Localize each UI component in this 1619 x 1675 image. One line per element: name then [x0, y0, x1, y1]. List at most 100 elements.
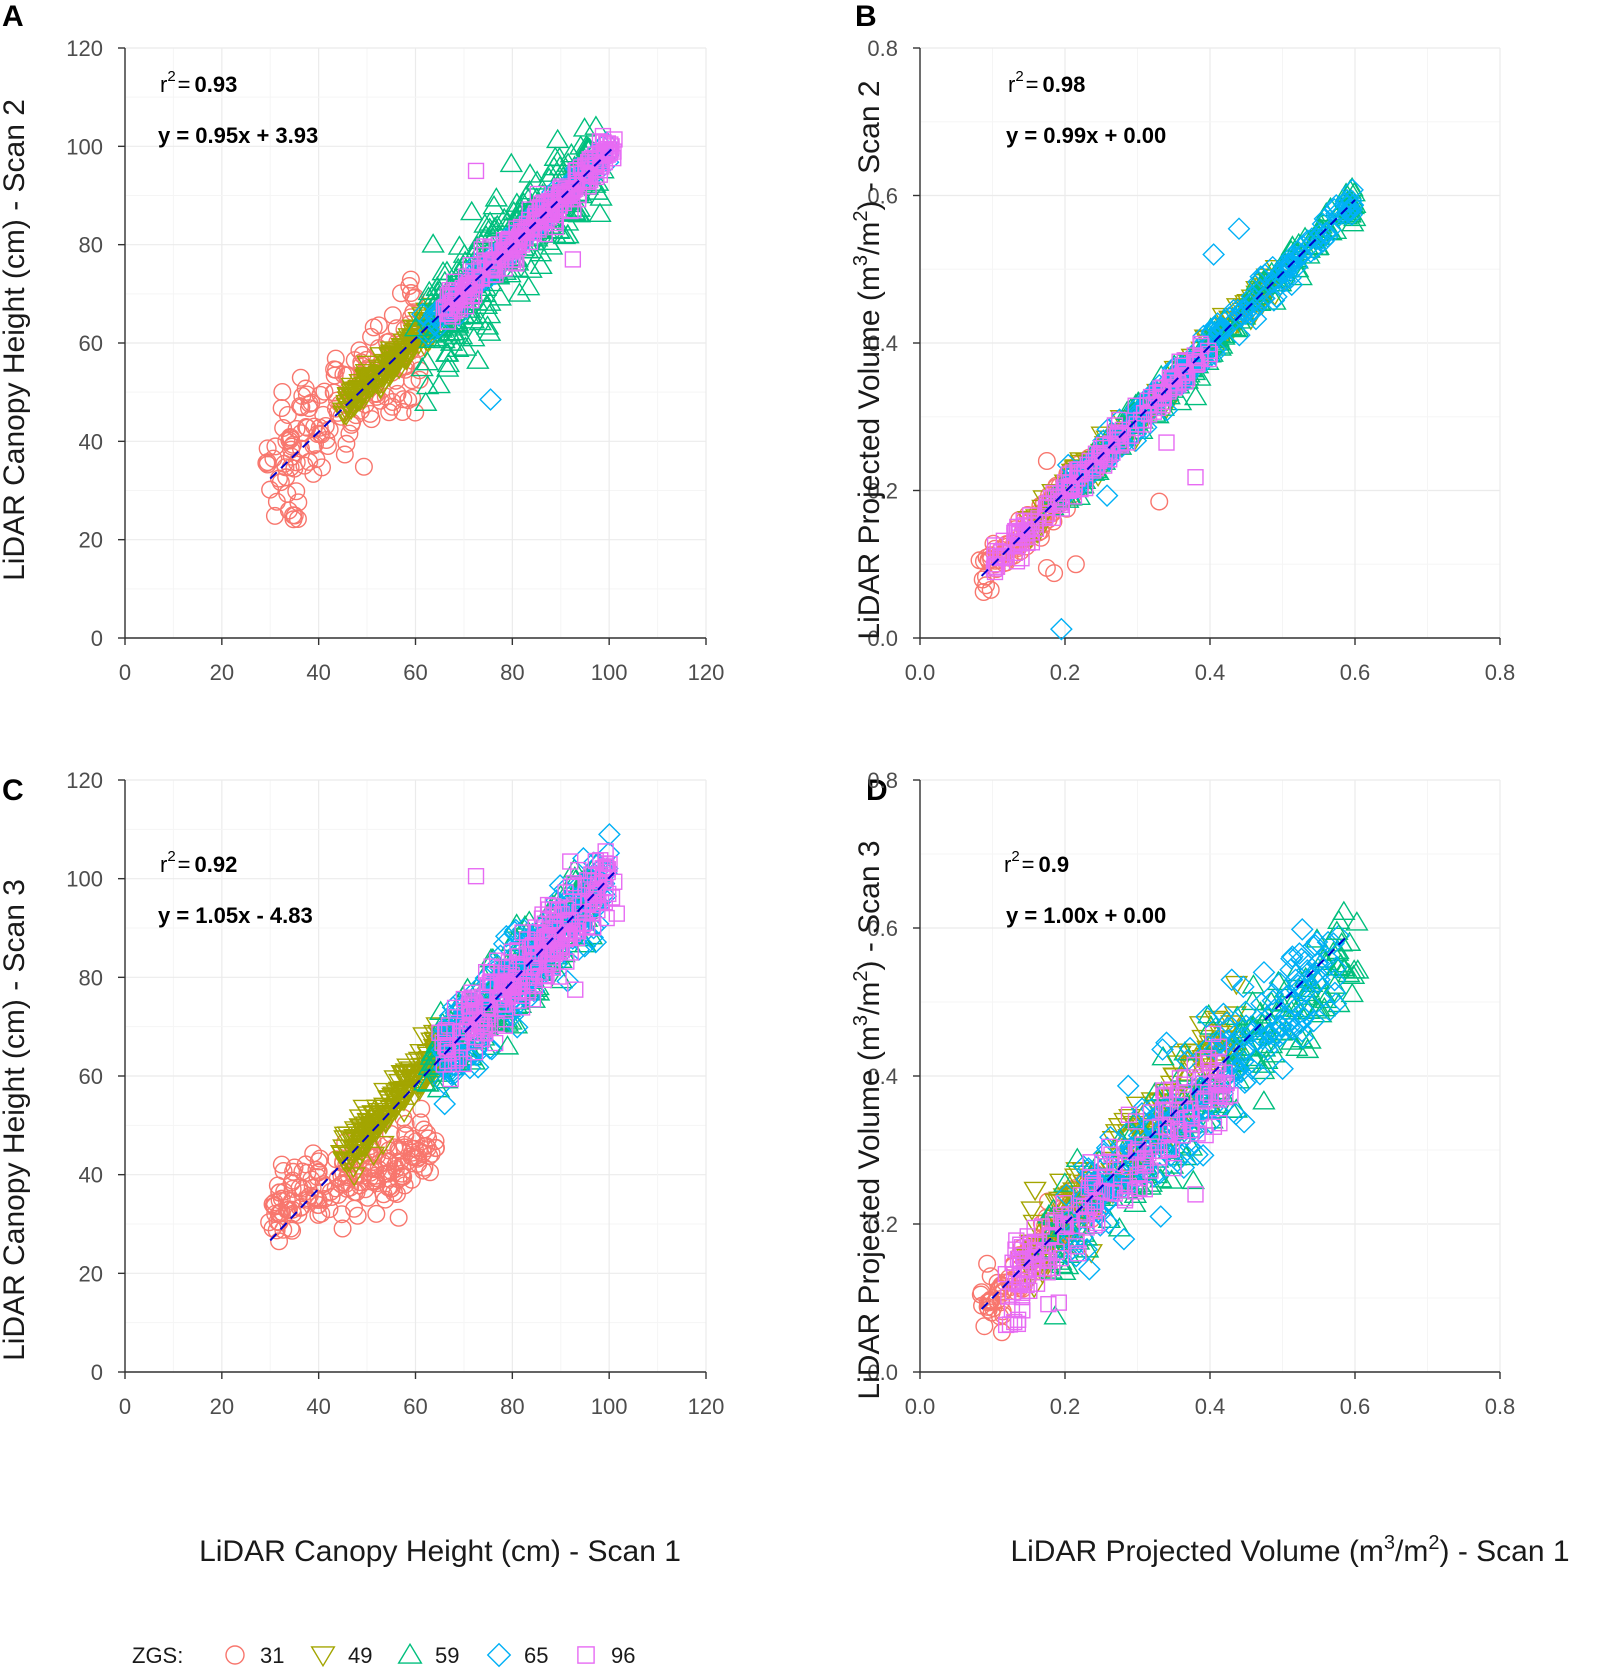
point-zgs-31	[426, 1138, 445, 1157]
point-zgs-59	[1326, 956, 1350, 976]
point-zgs-59	[481, 947, 505, 968]
point-zgs-59	[446, 337, 470, 357]
point-zgs-59	[516, 275, 541, 296]
point-zgs-59	[403, 316, 428, 337]
point-zgs-59	[421, 233, 445, 253]
point-zgs-59	[473, 213, 497, 233]
point-zgs-65	[505, 1015, 529, 1039]
x-tick-label: 120	[688, 660, 725, 685]
panel-c: C 00 20 20 40 40 60 60 80 80 100 100 120 120 r2= 0.92…	[0, 768, 724, 1568]
point-zgs-96	[463, 984, 480, 1001]
y-tick-label: 0	[91, 626, 103, 651]
point-zgs-65	[1293, 999, 1317, 1023]
point-zgs-65	[457, 1045, 481, 1069]
point-zgs-65	[1263, 998, 1286, 1022]
point-zgs-96	[525, 969, 543, 986]
point-zgs-65	[1306, 971, 1330, 995]
point-zgs-59	[588, 202, 612, 222]
point-zgs-49	[349, 385, 373, 405]
panel-d-letter: D	[866, 774, 888, 807]
point-zgs-96	[521, 939, 539, 956]
y-tick-label: 120	[66, 768, 103, 793]
point-zgs-59	[1181, 1169, 1205, 1190]
point-zgs-65	[1231, 1050, 1255, 1073]
point-zgs-65	[1281, 945, 1304, 968]
point-zgs-31	[291, 397, 310, 416]
point-zgs-96	[1060, 479, 1078, 496]
point-zgs-96	[1068, 1232, 1085, 1250]
point-zgs-59	[414, 391, 438, 411]
point-zgs-96	[1050, 1294, 1067, 1311]
legend-label: 31	[260, 1643, 284, 1668]
point-zgs-59	[573, 932, 598, 953]
point-zgs-96	[1142, 1104, 1160, 1121]
point-zgs-31	[354, 457, 373, 476]
point-zgs-96	[1158, 1124, 1175, 1141]
point-zgs-96	[1197, 1126, 1214, 1144]
x-tick-label: 60	[403, 1394, 427, 1419]
point-zgs-65	[556, 889, 579, 912]
x-tick-label: 20	[210, 1394, 234, 1419]
y-tick-label: 40	[79, 1163, 103, 1188]
point-zgs-96	[467, 162, 485, 180]
panel-a-equation: y = 0.95x + 3.93	[158, 123, 318, 148]
point-zgs-96	[580, 894, 597, 912]
point-zgs-65	[598, 823, 621, 846]
point-zgs-31	[410, 370, 429, 389]
point-zgs-96	[476, 238, 493, 255]
point-zgs-96	[479, 1019, 496, 1036]
point-zgs-96	[1162, 1101, 1179, 1119]
point-zgs-96	[1072, 1186, 1090, 1204]
point-zgs-31	[282, 1192, 301, 1211]
point-zgs-65	[1279, 958, 1302, 982]
point-zgs-96	[1188, 353, 1205, 371]
point-zgs-59	[572, 117, 597, 137]
point-zgs-59	[485, 214, 510, 235]
point-zgs-49	[344, 1132, 369, 1153]
point-zgs-65	[1097, 1188, 1121, 1212]
legend-label: 59	[435, 1643, 459, 1668]
point-zgs-96	[1078, 1219, 1095, 1236]
point-zgs-96	[565, 875, 583, 892]
point-zgs-96	[543, 956, 561, 974]
point-zgs-59	[1159, 1169, 1184, 1189]
point-zgs-31	[267, 1221, 286, 1240]
point-zgs-96	[1005, 1266, 1023, 1283]
point-zgs-65	[1258, 1022, 1282, 1046]
point-zgs-65	[1158, 1144, 1182, 1167]
point-zgs-65	[494, 924, 518, 948]
point-zgs-96	[1213, 1084, 1230, 1102]
point-zgs-59	[495, 1035, 520, 1055]
legend-label: 96	[611, 1643, 635, 1668]
point-zgs-59	[1053, 1172, 1077, 1192]
point-zgs-31	[287, 482, 306, 501]
point-zgs-65	[1116, 1074, 1140, 1098]
point-zgs-96	[1021, 1282, 1038, 1300]
panel-c-plot: 00 20 20 40 40 60 60 80 80 100 100 120 120	[66, 768, 724, 1419]
point-zgs-96	[1052, 1206, 1070, 1224]
point-zgs-59	[460, 200, 484, 221]
point-zgs-31	[350, 341, 369, 360]
point-zgs-96	[1153, 383, 1171, 401]
panel-d-y-title: LiDAR Projected Volume (m3/m2) - Scan 3	[850, 840, 886, 1399]
point-zgs-65	[1323, 981, 1347, 1005]
point-zgs-96	[1047, 496, 1065, 514]
point-zgs-65	[591, 885, 614, 908]
point-zgs-96	[1055, 1194, 1072, 1212]
point-zgs-96	[1158, 434, 1175, 451]
point-zgs-31	[309, 1195, 328, 1214]
point-zgs-65	[1234, 1014, 1258, 1038]
point-zgs-49	[378, 354, 402, 375]
y-tick-label: 40	[79, 429, 103, 454]
point-zgs-49	[335, 398, 359, 418]
panel-c-r2: r2= 0.92	[160, 848, 237, 877]
point-zgs-31	[337, 434, 356, 453]
point-zgs-96	[1110, 411, 1128, 429]
point-zgs-96	[580, 178, 597, 195]
point-zgs-65	[1208, 319, 1232, 343]
y-tick-label: 0.0	[867, 1360, 898, 1385]
point-zgs-59	[529, 254, 553, 275]
y-tick-label: 0.8	[867, 36, 898, 61]
point-zgs-96	[606, 873, 623, 890]
point-zgs-59	[567, 197, 591, 217]
